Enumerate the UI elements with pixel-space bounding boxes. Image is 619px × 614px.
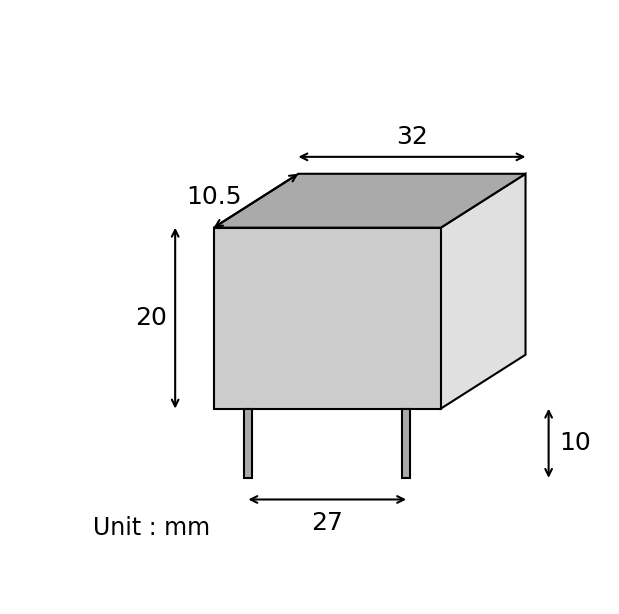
Polygon shape [214, 228, 441, 409]
Polygon shape [214, 174, 526, 228]
Text: Unit : mm: Unit : mm [93, 516, 210, 540]
Bar [245, 409, 252, 478]
Text: 20: 20 [136, 306, 168, 330]
Text: 10: 10 [560, 431, 591, 455]
Text: 27: 27 [311, 511, 343, 535]
Text: 32: 32 [396, 125, 428, 149]
Text: 10.5: 10.5 [186, 185, 241, 209]
Bar [402, 409, 410, 478]
Polygon shape [441, 174, 526, 409]
